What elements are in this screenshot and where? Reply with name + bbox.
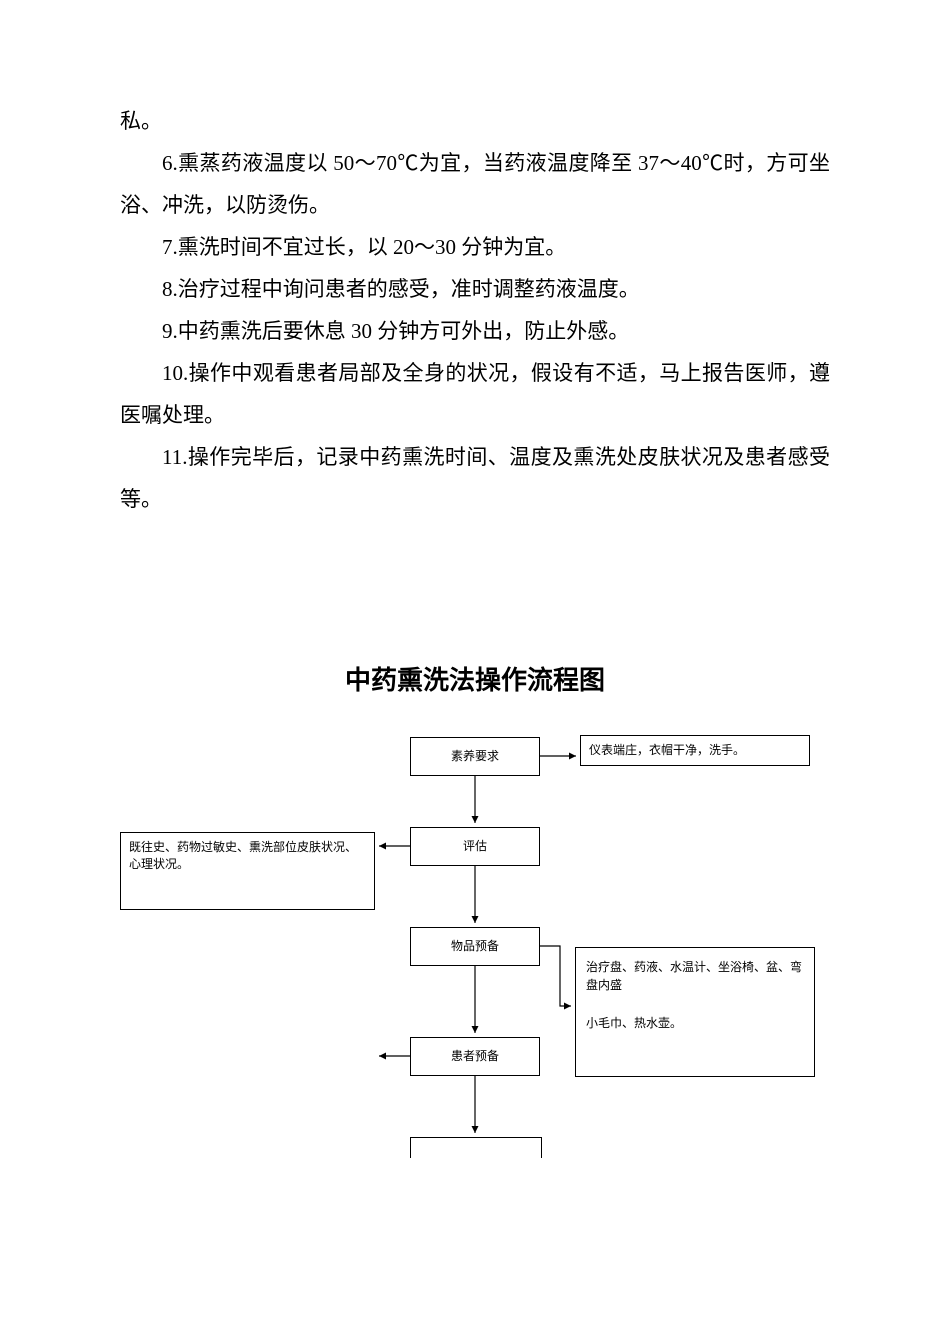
node-partial-bottom — [410, 1137, 542, 1158]
node-assess: 评估 — [410, 827, 540, 866]
flowchart-container: 素养要求 评估 物品预备 患者预备 仪表端庄，衣帽干净，洗手。 既往史、药物过敏… — [120, 737, 830, 1237]
node-quality-req: 素养要求 — [410, 737, 540, 776]
paragraph-continuation: 私。 — [120, 100, 830, 142]
node-patient-prep: 患者预备 — [410, 1037, 540, 1076]
paragraph-9: 9.中药熏洗后要休息 30 分钟方可外出，防止外感。 — [120, 310, 830, 352]
flowchart-title: 中药熏洗法操作流程图 — [120, 660, 830, 697]
side-note-items-line2: 小毛巾、热水壶。 — [576, 994, 814, 1032]
side-note-history: 既往史、药物过敏史、熏洗部位皮肤状况、心理状况。 — [120, 832, 375, 910]
document-page: 私。 6.熏蒸药液温度以 50～70℃为宜，当药液温度降至 37～40℃时，方可… — [0, 0, 950, 1277]
paragraph-7: 7.熏洗时间不宜过长，以 20～30 分钟为宜。 — [120, 226, 830, 268]
side-note-items-line1: 治疗盘、药液、水温计、坐浴椅、盆、弯盘内盛 — [576, 948, 814, 994]
side-note-items-box: 治疗盘、药液、水温计、坐浴椅、盆、弯盘内盛 小毛巾、热水壶。 — [575, 947, 815, 1077]
paragraph-6: 6.熏蒸药液温度以 50～70℃为宜，当药液温度降至 37～40℃时，方可坐浴、… — [120, 142, 830, 226]
node-items-prep: 物品预备 — [410, 927, 540, 966]
paragraph-11: 11.操作完毕后，记录中药熏洗时间、温度及熏洗处皮肤状况及患者感受等。 — [120, 436, 830, 520]
side-note-appearance: 仪表端庄，衣帽干净，洗手。 — [580, 735, 810, 766]
paragraph-8: 8.治疗过程中询问患者的感受，准时调整药液温度。 — [120, 268, 830, 310]
paragraph-10: 10.操作中观看患者局部及全身的状况，假设有不适，马上报告医师，遵医嘱处理。 — [120, 352, 830, 436]
